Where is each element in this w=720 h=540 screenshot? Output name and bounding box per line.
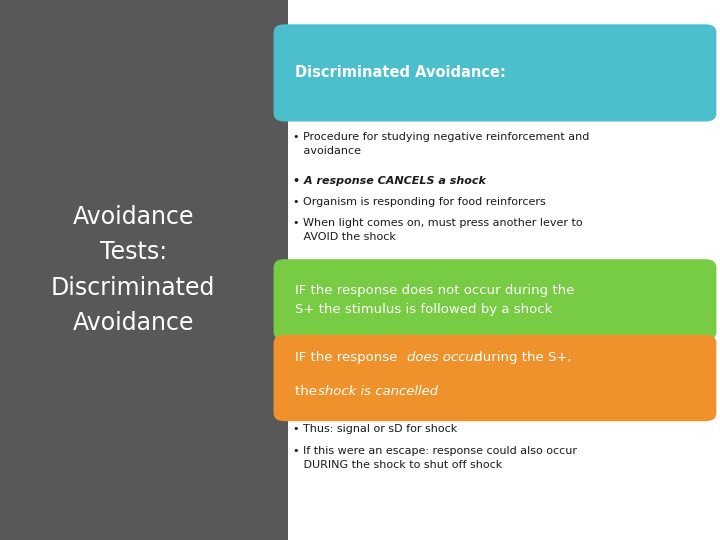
Text: • A response CANCELS a shock: • A response CANCELS a shock xyxy=(293,176,486,186)
Text: • Procedure for studying negative reinforcement and
   avoidance: • Procedure for studying negative reinfo… xyxy=(293,132,590,156)
FancyBboxPatch shape xyxy=(274,335,716,421)
FancyBboxPatch shape xyxy=(0,0,288,540)
Text: during the S+,: during the S+, xyxy=(470,351,572,364)
FancyBboxPatch shape xyxy=(274,259,716,340)
Bar xyxy=(0,0,245,540)
Text: Avoidance
Tests:
Discriminated
Avoidance: Avoidance Tests: Discriminated Avoidance xyxy=(51,205,215,335)
Text: • If this were an escape: response could also occur
   DURING the shock to shut : • If this were an escape: response could… xyxy=(293,446,577,469)
Text: IF the response: IF the response xyxy=(295,351,402,364)
Text: • Organism is responding for food reinforcers: • Organism is responding for food reinfo… xyxy=(293,197,546,207)
FancyBboxPatch shape xyxy=(274,24,716,122)
Text: • Thus: signal or sD for shock: • Thus: signal or sD for shock xyxy=(293,424,457,434)
Text: does occur: does occur xyxy=(407,351,479,364)
Text: shock is cancelled: shock is cancelled xyxy=(318,385,438,398)
Text: the: the xyxy=(295,385,321,398)
Text: Discriminated Avoidance:: Discriminated Avoidance: xyxy=(295,65,506,80)
Text: • When light comes on, must press another lever to
   AVOID the shock: • When light comes on, must press anothe… xyxy=(293,218,582,241)
Text: IF the response does not occur during the
S+ the stimulus is followed by a shock: IF the response does not occur during th… xyxy=(295,284,575,316)
Bar xyxy=(0,16,266,540)
